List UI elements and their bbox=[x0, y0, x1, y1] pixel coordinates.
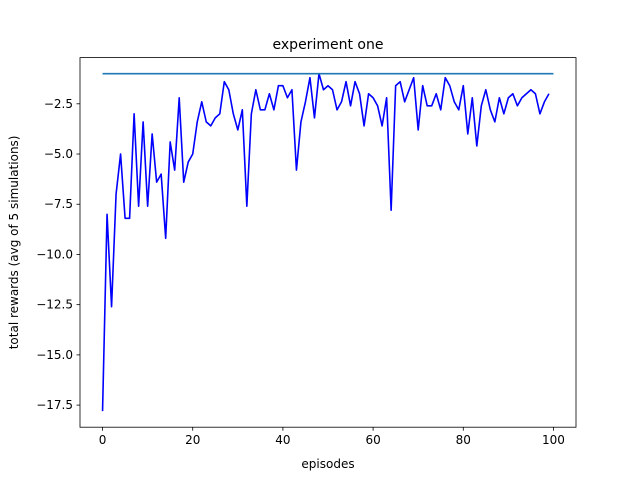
x-tick-label: 20 bbox=[185, 433, 200, 447]
x-tick-label: 0 bbox=[99, 433, 107, 447]
y-tick-label: −15.0 bbox=[36, 348, 73, 362]
y-tick-label: −2.5 bbox=[44, 97, 73, 111]
x-tick-label: 40 bbox=[275, 433, 290, 447]
y-axis-label: total rewards (avg of 5 simulations) bbox=[7, 136, 21, 350]
y-axis: −17.5 −15.0 −12.5 −10.0 −7.5 −5.0 −2.5 bbox=[36, 97, 80, 412]
series-line-0 bbox=[101, 72, 550, 412]
y-tick-label: −17.5 bbox=[36, 398, 73, 412]
x-tick-label: 60 bbox=[365, 433, 380, 447]
x-axis: 0 20 40 60 80 100 bbox=[99, 427, 565, 447]
axes-frame bbox=[79, 57, 577, 428]
x-tick-label: 100 bbox=[542, 433, 565, 447]
x-tick-label: 80 bbox=[456, 433, 471, 447]
y-tick-label: −12.5 bbox=[36, 298, 73, 312]
y-tick-label: −7.5 bbox=[44, 197, 73, 211]
plot-area bbox=[101, 72, 554, 412]
y-tick-label: −5.0 bbox=[44, 147, 73, 161]
chart-title: experiment one bbox=[273, 37, 384, 53]
y-tick-label: −10.0 bbox=[36, 247, 73, 261]
x-axis-label: episodes bbox=[301, 457, 354, 471]
